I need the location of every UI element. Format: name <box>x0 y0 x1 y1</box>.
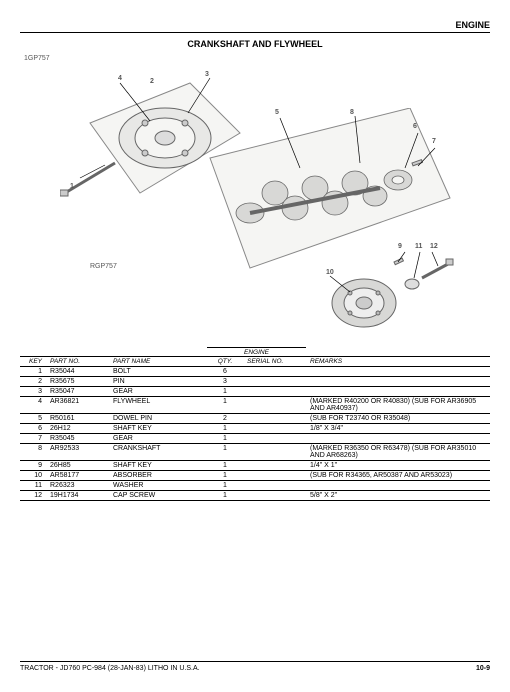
callout-11: 11 <box>415 243 422 250</box>
col-partno: PART NO. <box>46 357 109 367</box>
table-row: 10AR58177ABSORBER1(SUB FOR R34365, AR503… <box>20 471 490 481</box>
col-remarks: REMARKS <box>306 357 490 367</box>
callout-9: 9 <box>398 243 402 250</box>
parts-table: ENGINE KEY PART NO. PART NAME QTY. SERIA… <box>20 347 490 501</box>
table-row: 8AR92533CRANKSHAFT1(MARKED R36350 OR R63… <box>20 444 490 461</box>
table-row: 926H85SHAFT KEY11/4" X 1" <box>20 461 490 471</box>
footer-right: 10-9 <box>476 665 490 672</box>
exploded-diagram: 1GP757 1 3 4 2 <box>20 53 490 343</box>
col-key: KEY <box>20 357 46 367</box>
table-row: 626H12SHAFT KEY11/8" X 3/4" <box>20 424 490 434</box>
table-row: 5R50161DOWEL PIN2(SUB FOR T23740 OR R350… <box>20 414 490 424</box>
diagram-code-top: 1GP757 <box>24 55 50 62</box>
callout-3: 3 <box>205 71 209 78</box>
table-row: 4AR36821FLYWHEEL1(MARKED R40200 OR R4083… <box>20 397 490 414</box>
col-serial: SERIAL NO. <box>243 357 306 367</box>
callout-12: 12 <box>430 243 438 250</box>
diagram-code-mid: RGP757 <box>90 263 117 270</box>
page-title: CRANKSHAFT AND FLYWHEEL <box>20 39 490 49</box>
col-qty: QTY. <box>207 357 243 367</box>
callout-8: 8 <box>350 109 354 116</box>
table-row: 7R35045GEAR1 <box>20 434 490 444</box>
footer-left: TRACTOR - JD760 PC-984 (28-JAN-83) LITHO… <box>20 665 200 672</box>
col-partname: PART NAME <box>109 357 207 367</box>
table-row: 2R35675PIN3 <box>20 377 490 387</box>
callout-10: 10 <box>326 269 334 276</box>
callout-6: 6 <box>413 123 417 130</box>
callout-7: 7 <box>432 138 436 145</box>
table-row: 1R35044BOLT6 <box>20 367 490 377</box>
table-header-row: KEY PART NO. PART NAME QTY. SERIAL NO. R… <box>20 357 490 367</box>
page-footer: TRACTOR - JD760 PC-984 (28-JAN-83) LITHO… <box>20 661 490 672</box>
table-row: 3R35047GEAR1 <box>20 387 490 397</box>
section-header: ENGINE <box>20 20 490 33</box>
callout-2: 2 <box>150 78 154 85</box>
callout-1: 1 <box>70 183 74 190</box>
callout-5: 5 <box>275 109 279 116</box>
table-row: 11R26323WASHER1 <box>20 481 490 491</box>
callout-4: 4 <box>118 75 122 82</box>
table-row: 1219H1734CAP SCREW15/8" X 2" <box>20 491 490 501</box>
absorber-group <box>320 248 460 348</box>
table-superheader: ENGINE <box>207 348 306 357</box>
